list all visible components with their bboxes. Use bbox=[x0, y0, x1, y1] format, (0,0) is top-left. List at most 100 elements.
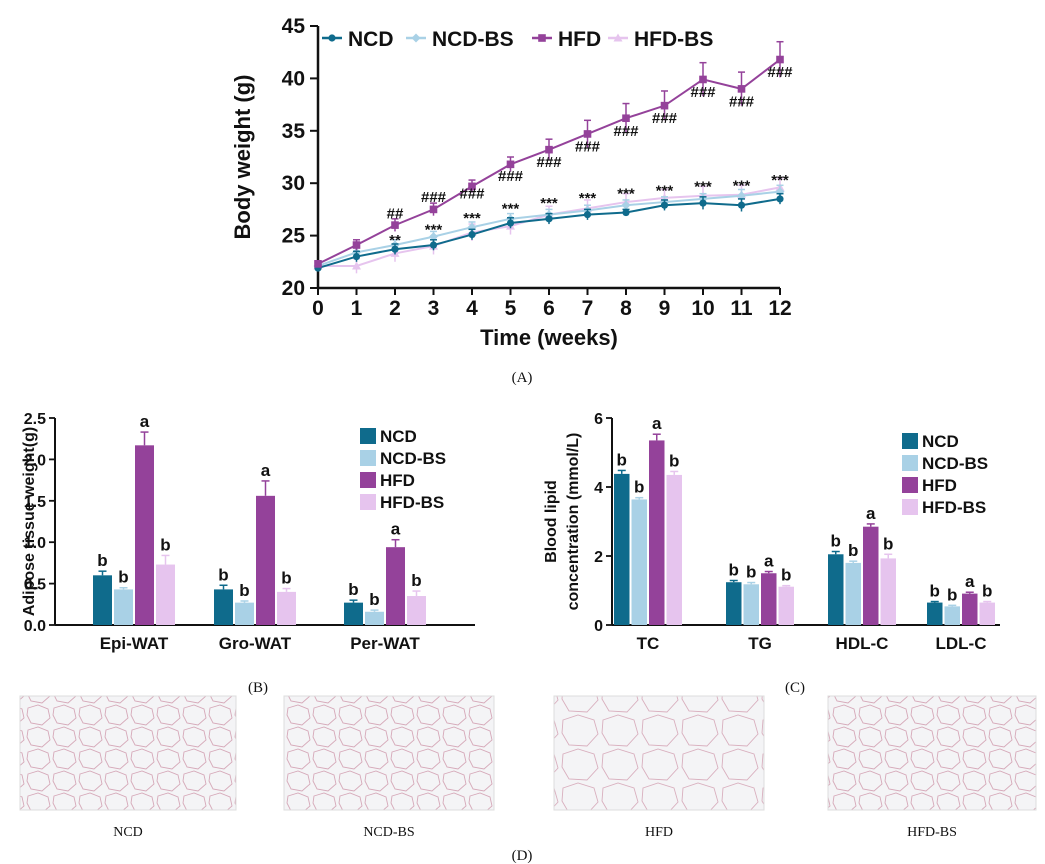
data-point bbox=[699, 199, 707, 207]
bar-ncd bbox=[93, 575, 112, 625]
panel-label-d: (D) bbox=[512, 848, 533, 864]
significance-letter: b bbox=[97, 551, 107, 570]
data-point bbox=[583, 211, 592, 219]
bar-hfd bbox=[761, 573, 777, 625]
category-label: LDL-C bbox=[936, 634, 987, 653]
data-point bbox=[429, 205, 438, 214]
data-point bbox=[583, 130, 592, 138]
histology-label-hfd: HFD bbox=[645, 825, 673, 840]
panel-label-a: (A) bbox=[512, 370, 533, 386]
bar-hfd bbox=[256, 495, 275, 625]
data-point bbox=[468, 182, 476, 191]
y-tick-label: 25 bbox=[282, 225, 306, 248]
significance-letter: b bbox=[930, 582, 940, 601]
data-point bbox=[622, 114, 630, 123]
category-label: Per-WAT bbox=[350, 634, 420, 653]
legend-marker-hfd bbox=[538, 34, 546, 42]
x-tick-label: 6 bbox=[543, 297, 555, 320]
series-hfd bbox=[314, 40, 784, 268]
bar-hfd-bs bbox=[666, 474, 682, 625]
significance-mark: *** bbox=[771, 172, 789, 189]
significance-letter: b bbox=[239, 581, 249, 600]
histology-label-ncd-bs: NCD-BS bbox=[363, 825, 414, 840]
bar-group-tg: TGb bab bbox=[726, 552, 794, 653]
significance-letter: b bbox=[160, 535, 170, 554]
data-point bbox=[391, 245, 399, 253]
histology-label-hfd-bs: HFD-BS bbox=[907, 825, 957, 840]
legend: NCD NCD-BS HFD HFD-BS bbox=[902, 432, 988, 517]
significance-mark: ### bbox=[536, 154, 562, 171]
data-point bbox=[468, 230, 476, 239]
significance-mark: *** bbox=[656, 183, 674, 200]
bar-ncd-bs bbox=[845, 562, 861, 625]
significance-mark: ### bbox=[690, 84, 716, 101]
data-point bbox=[429, 232, 438, 242]
bar-ncd-bs bbox=[365, 611, 384, 625]
significance-letter: b bbox=[982, 582, 992, 601]
legend-swatch-hfd bbox=[360, 472, 376, 488]
legend-swatch-ncd-bs bbox=[360, 450, 376, 466]
bar-ncd-bs bbox=[743, 584, 759, 625]
legend-marker-ncd-bs bbox=[411, 33, 421, 43]
significance-letter: b bbox=[746, 563, 756, 582]
y-tick-label: 1.0 bbox=[24, 535, 46, 552]
bar-ncd bbox=[726, 582, 742, 625]
significance-letter: b bbox=[669, 451, 679, 470]
significance-mark: *** bbox=[579, 190, 597, 207]
data-point bbox=[352, 252, 361, 261]
legend-swatch-hfd-bs bbox=[902, 499, 918, 515]
x-tick-label: 0 bbox=[312, 297, 324, 320]
significance-letter: b bbox=[281, 569, 291, 588]
panel-label-b: (B) bbox=[248, 680, 268, 696]
significance-mark: ### bbox=[729, 93, 755, 110]
y-axis-title: concentration (mmol/L) bbox=[565, 433, 582, 611]
y-tick-label: 0.5 bbox=[24, 577, 46, 594]
histology-image-hfd-bs bbox=[827, 695, 1037, 811]
x-tick-label: 8 bbox=[620, 297, 632, 320]
significance-letter: b bbox=[947, 585, 957, 604]
y-tick-label: 0.0 bbox=[24, 618, 46, 635]
legend-label-ncd-bs: NCD-BS bbox=[380, 449, 446, 468]
significance-letter: a bbox=[764, 552, 774, 571]
significance-mark: ### bbox=[421, 189, 447, 206]
significance-letter: a bbox=[391, 520, 401, 539]
bar-ncd bbox=[214, 589, 233, 625]
legend-marker-hfd-bs bbox=[613, 33, 623, 42]
x-tick-label: 3 bbox=[428, 297, 440, 320]
data-point bbox=[660, 201, 669, 209]
y-tick-label: 4 bbox=[594, 480, 603, 497]
y-tick-label: 1.5 bbox=[24, 494, 46, 511]
bar-ncd-bs bbox=[631, 499, 647, 625]
histology-panel: NCD NCD-BS HFD HFD-BS bbox=[19, 695, 1037, 840]
legend-label-ncd: NCD bbox=[922, 432, 959, 451]
x-tick-label: 7 bbox=[582, 297, 594, 320]
significance-mark: *** bbox=[694, 178, 712, 195]
significance-letter: b bbox=[729, 560, 739, 579]
y-tick-label: 2.5 bbox=[24, 411, 46, 428]
bar-hfd bbox=[863, 526, 879, 625]
bar-hfd-bs bbox=[880, 558, 896, 625]
legend-label-hfd-bs: HFD-BS bbox=[380, 493, 444, 512]
bar-chart-blood-lipid: 0 2 4 6 Blood lipid concentration (mmol/L) TC b… bbox=[543, 411, 1000, 653]
data-point bbox=[776, 55, 784, 64]
significance-letter: b bbox=[369, 590, 379, 609]
data-point bbox=[545, 145, 553, 154]
legend-label-ncd: NCD bbox=[380, 427, 417, 446]
significance-mark: ## bbox=[387, 206, 404, 223]
y-tick-label: 20 bbox=[282, 277, 305, 300]
y-axis-title: Adipose tissue weight(g) bbox=[21, 427, 38, 616]
significance-mark: *** bbox=[540, 195, 558, 212]
bar-ncd bbox=[344, 602, 363, 625]
bar-ncd-bs bbox=[944, 606, 960, 625]
category-label: TC bbox=[637, 634, 660, 653]
significance-letter: b bbox=[118, 568, 128, 587]
series-ncd bbox=[314, 192, 784, 272]
legend-label-ncd-bs: NCD-BS bbox=[432, 28, 514, 51]
x-tick-label: 4 bbox=[466, 297, 478, 320]
bar-hfd-bs bbox=[407, 596, 426, 625]
y-tick-label: 30 bbox=[282, 172, 305, 195]
